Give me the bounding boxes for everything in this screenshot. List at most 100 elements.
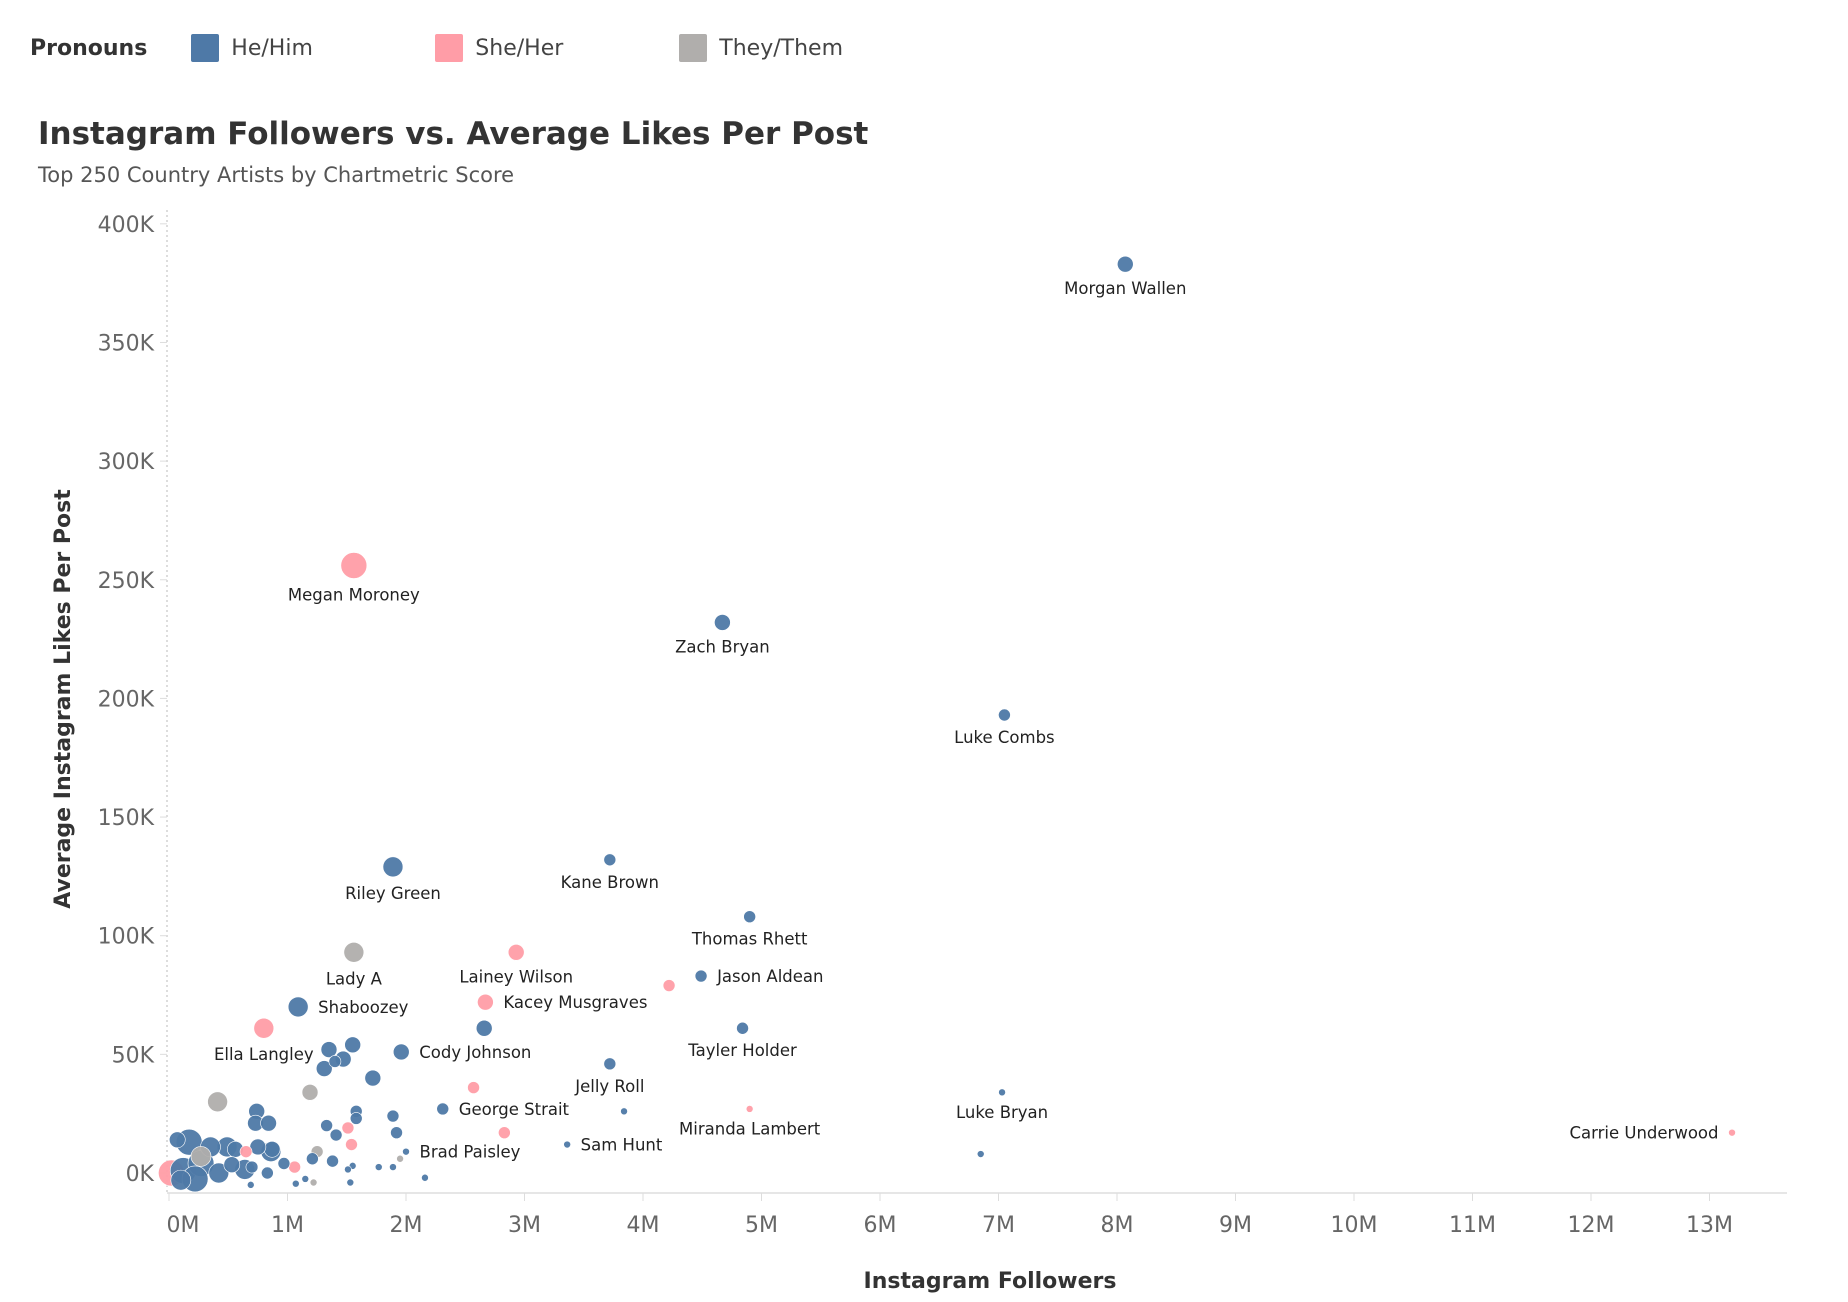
data-point <box>402 1147 410 1156</box>
x-tick-label: 0M <box>167 1213 200 1238</box>
legend-label: He/Him <box>231 35 313 61</box>
data-point <box>396 1154 404 1163</box>
data-point <box>998 708 1011 722</box>
point-label: Riley Green <box>345 884 441 903</box>
chart-title: Instagram Followers vs. Average Likes Pe… <box>38 116 869 152</box>
x-tick-label: 11M <box>1449 1213 1496 1238</box>
data-point <box>507 944 525 961</box>
data-point <box>477 993 494 1011</box>
legend-label: She/Her <box>475 35 564 61</box>
point-label: Jelly Roll <box>574 1077 644 1096</box>
data-point <box>328 1055 342 1068</box>
data-point <box>291 1179 300 1188</box>
data-point <box>1728 1128 1736 1137</box>
data-point <box>170 1169 192 1191</box>
point-label: Miranda Lambert <box>679 1119 821 1138</box>
data-point <box>603 853 617 867</box>
data-point <box>208 1162 230 1184</box>
data-point <box>301 1175 310 1183</box>
data-point <box>467 1081 480 1094</box>
data-point <box>261 1166 274 1180</box>
x-axis-title: Instagram Followers <box>864 1269 1117 1294</box>
data-point <box>743 910 756 924</box>
data-point <box>277 1157 291 1170</box>
y-tick-label: 100K <box>98 925 155 950</box>
x-tick-label: 8M <box>1101 1213 1134 1238</box>
x-tick-label: 3M <box>508 1213 541 1238</box>
data-point <box>249 1138 267 1156</box>
data-point <box>346 1178 355 1187</box>
data-point <box>343 942 365 963</box>
data-point <box>340 552 368 579</box>
point-label: Morgan Wallen <box>1064 279 1186 298</box>
y-tick-label: 250K <box>98 569 155 594</box>
x-tick-label: 9M <box>1219 1213 1252 1238</box>
data-point <box>315 1060 333 1077</box>
data-point <box>603 1057 617 1071</box>
point-label: Ella Langley <box>214 1045 314 1064</box>
point-label: Shaboozey <box>318 998 409 1017</box>
point-label: Cody Johnson <box>419 1043 531 1062</box>
data-point <box>745 1105 754 1113</box>
point-label: Kane Brown <box>561 873 659 892</box>
data-point <box>245 1160 259 1174</box>
data-point <box>288 1160 301 1174</box>
data-point <box>168 1131 186 1149</box>
legend-title: Pronouns <box>30 35 148 61</box>
point-label: Thomas Rhett <box>691 930 808 949</box>
data-point <box>263 1140 281 1158</box>
data-point <box>301 1084 319 1101</box>
y-tick-label: 150K <box>98 806 155 831</box>
y-tick-label: 200K <box>98 687 155 712</box>
x-tick-label: 5M <box>745 1213 778 1238</box>
data-point <box>246 1181 255 1189</box>
data-point <box>320 1041 338 1058</box>
point-label: Megan Moroney <box>288 586 420 605</box>
data-point <box>736 1021 749 1035</box>
y-tick-label: 50K <box>112 1043 155 1068</box>
point-label: Brad Paisley <box>420 1143 521 1162</box>
data-point <box>344 1036 361 1054</box>
point-label: Tayler Holder <box>687 1041 797 1060</box>
data-point <box>345 1138 358 1151</box>
data-point <box>390 1126 403 1139</box>
point-label: Sam Hunt <box>581 1136 663 1155</box>
y-axis-title: Average Instagram Likes Per Post <box>51 489 76 909</box>
data-point <box>306 1152 319 1166</box>
swatch-they-them <box>679 34 708 62</box>
y-tick-label: 350K <box>98 331 155 356</box>
data-point <box>392 1043 410 1061</box>
point-label: Zach Bryan <box>675 637 770 656</box>
point-label: Luke Combs <box>954 728 1054 747</box>
chart-subtitle: Top 250 Country Artists by Chartmetric S… <box>38 163 515 187</box>
x-tick-label: 6M <box>864 1213 897 1238</box>
data-point <box>620 1107 628 1116</box>
data-point <box>341 1121 355 1135</box>
legend: Pronouns He/Him She/Her They/Them <box>30 30 923 66</box>
data-point <box>260 1114 277 1132</box>
swatch-he-him <box>191 34 220 62</box>
data-point <box>349 1112 363 1125</box>
x-tick-label: 10M <box>1331 1213 1378 1238</box>
y-tick-label: 0K <box>126 1162 155 1187</box>
data-point <box>253 1017 275 1039</box>
data-point <box>320 1119 333 1132</box>
data-point <box>287 996 309 1018</box>
y-tick-label: 400K <box>98 213 155 238</box>
data-point <box>475 1019 493 1037</box>
y-tick-label: 300K <box>98 450 155 475</box>
point-label: Jason Aldean <box>716 967 823 986</box>
point-label: Lady A <box>326 969 383 988</box>
data-point <box>374 1163 383 1171</box>
legend-item-she-her[interactable]: She/Her <box>435 34 679 62</box>
data-point <box>326 1154 339 1168</box>
data-point <box>329 1128 343 1142</box>
data-point <box>364 1069 382 1087</box>
legend-item-they-them[interactable]: They/Them <box>679 34 923 62</box>
swatch-she-her <box>435 34 464 62</box>
data-point <box>239 1145 253 1158</box>
legend-item-he-him[interactable]: He/Him <box>191 34 435 62</box>
x-tick-label: 1M <box>271 1213 304 1238</box>
data-point <box>223 1156 241 1173</box>
